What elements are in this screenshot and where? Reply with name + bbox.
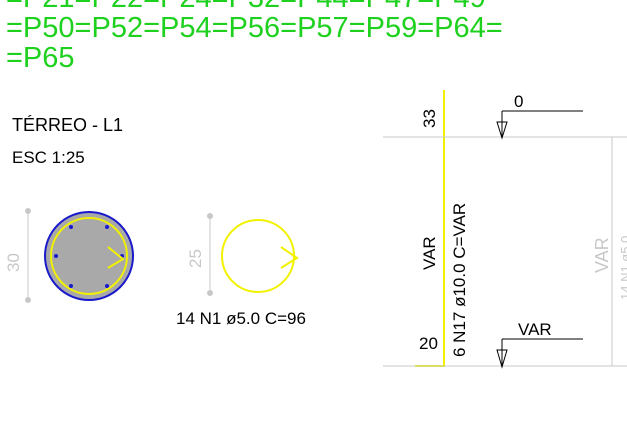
column-concrete (44, 211, 134, 301)
stirrup-dimension (207, 213, 213, 296)
stirrup-note: 14 N1 ø5.0 C=96 (176, 309, 306, 328)
stirrup-dimension-value: 25 (186, 249, 205, 268)
column-stirrup (50, 217, 128, 295)
right-edge-note: 14 N1 ø5.0 (618, 235, 627, 300)
rebar (105, 284, 109, 288)
stirrup-shape (221, 219, 299, 293)
bar-top-length: 33 (420, 109, 439, 128)
level-bottom-value: VAR (518, 320, 552, 339)
column-dimension-value: 30 (4, 253, 23, 272)
pillar-list-line-2: =P50=P52=P54=P56=P57=P59=P64= (6, 12, 503, 44)
bar-note: 6 N17 ø10.0 C=VAR (450, 202, 469, 357)
rebar (105, 225, 109, 229)
column-dimension (25, 208, 31, 303)
elevation-dimension-value: VAR (592, 237, 612, 273)
level-top-value: 0 (514, 92, 524, 111)
rebar (54, 254, 58, 258)
column-section (44, 211, 134, 301)
longitudinal-bar (415, 90, 445, 367)
drawing-scale: ESC 1:25 (12, 148, 85, 167)
rebar (69, 225, 73, 229)
level-marker-bottom (383, 338, 627, 369)
column-hook (107, 246, 125, 269)
pillar-list-line-1: =P21=P22=P24=P32=P44=P47=P49 (6, 0, 486, 13)
bar-bottom-length: 20 (419, 334, 438, 353)
rebar (69, 284, 73, 288)
level-marker-top (383, 110, 627, 140)
pillar-list-line-3: =P65 (6, 42, 75, 74)
drawing-title: TÉRREO - L1 (12, 115, 124, 135)
bar-mid-length: VAR (420, 236, 439, 270)
